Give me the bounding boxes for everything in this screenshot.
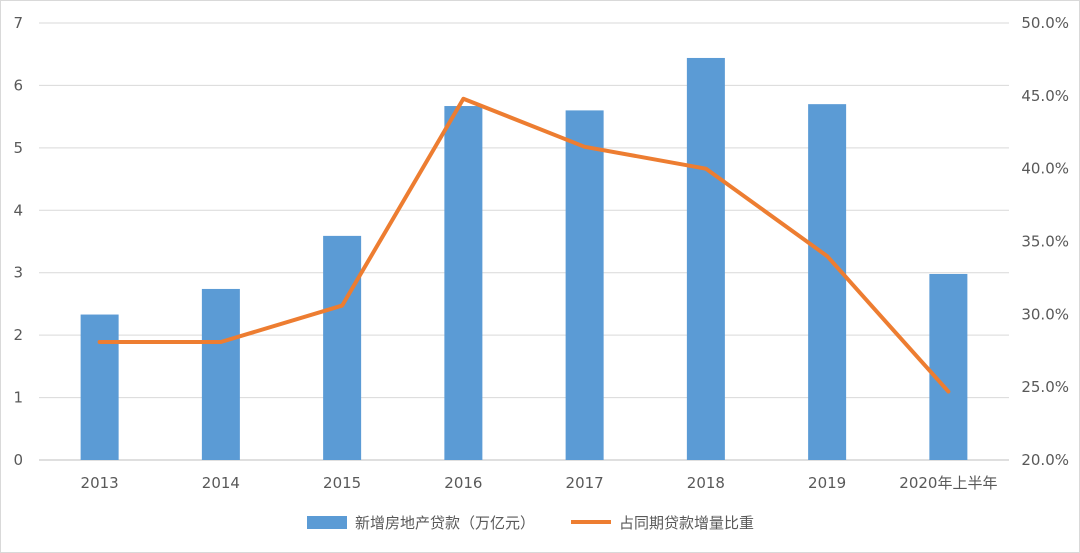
right-tick-label: 45.0% bbox=[1021, 87, 1069, 105]
bar bbox=[444, 106, 483, 460]
bar-series bbox=[80, 57, 968, 461]
bar bbox=[80, 314, 119, 460]
legend: 新增房地产贷款（万亿元） 占同期贷款增量比重 bbox=[307, 514, 754, 532]
left-axis-labels: 0 1 2 3 4 5 6 7 bbox=[13, 14, 23, 469]
bar bbox=[323, 235, 362, 460]
bar bbox=[929, 273, 968, 460]
x-tick-label: 2018 bbox=[687, 474, 725, 492]
right-tick-label: 35.0% bbox=[1021, 233, 1069, 251]
gridlines bbox=[39, 22, 1009, 461]
x-tick-label: 2016 bbox=[444, 474, 482, 492]
left-tick-label: 4 bbox=[13, 201, 23, 219]
left-tick-label: 3 bbox=[13, 264, 23, 282]
right-tick-label: 30.0% bbox=[1021, 305, 1069, 323]
x-tick-label: 2019 bbox=[808, 474, 846, 492]
bar bbox=[808, 104, 847, 461]
left-tick-label: 1 bbox=[13, 389, 23, 407]
left-tick-label: 0 bbox=[13, 451, 23, 469]
legend-bar-label: 新增房地产贷款（万亿元） bbox=[355, 514, 535, 532]
x-tick-label: 2015 bbox=[323, 474, 361, 492]
line-series bbox=[97, 96, 951, 394]
x-tick-label: 2017 bbox=[566, 474, 604, 492]
left-tick-label: 2 bbox=[13, 326, 23, 344]
right-tick-label: 20.0% bbox=[1021, 451, 1069, 469]
right-tick-label: 50.0% bbox=[1021, 14, 1069, 32]
bar bbox=[565, 110, 604, 461]
legend-line-label: 占同期贷款增量比重 bbox=[619, 514, 754, 532]
x-tick-label: 2013 bbox=[81, 474, 119, 492]
left-tick-label: 6 bbox=[13, 76, 23, 94]
legend-bar-swatch bbox=[307, 516, 347, 529]
right-tick-label: 40.0% bbox=[1021, 160, 1069, 178]
left-tick-label: 5 bbox=[13, 139, 23, 157]
ratio-line bbox=[97, 96, 951, 394]
right-axis-labels: 20.0% 25.0% 30.0% 35.0% 40.0% 45.0% 50.0% bbox=[1021, 14, 1069, 469]
x-axis-labels: 2013 2014 2015 2016 2017 2018 2019 2020年上半年 bbox=[81, 474, 998, 492]
x-tick-label: 2020年上半年 bbox=[899, 474, 997, 492]
x-tick-label: 2014 bbox=[202, 474, 240, 492]
bar bbox=[686, 57, 725, 461]
left-tick-label: 7 bbox=[13, 14, 23, 32]
bar bbox=[201, 288, 240, 460]
right-tick-label: 25.0% bbox=[1021, 378, 1069, 396]
